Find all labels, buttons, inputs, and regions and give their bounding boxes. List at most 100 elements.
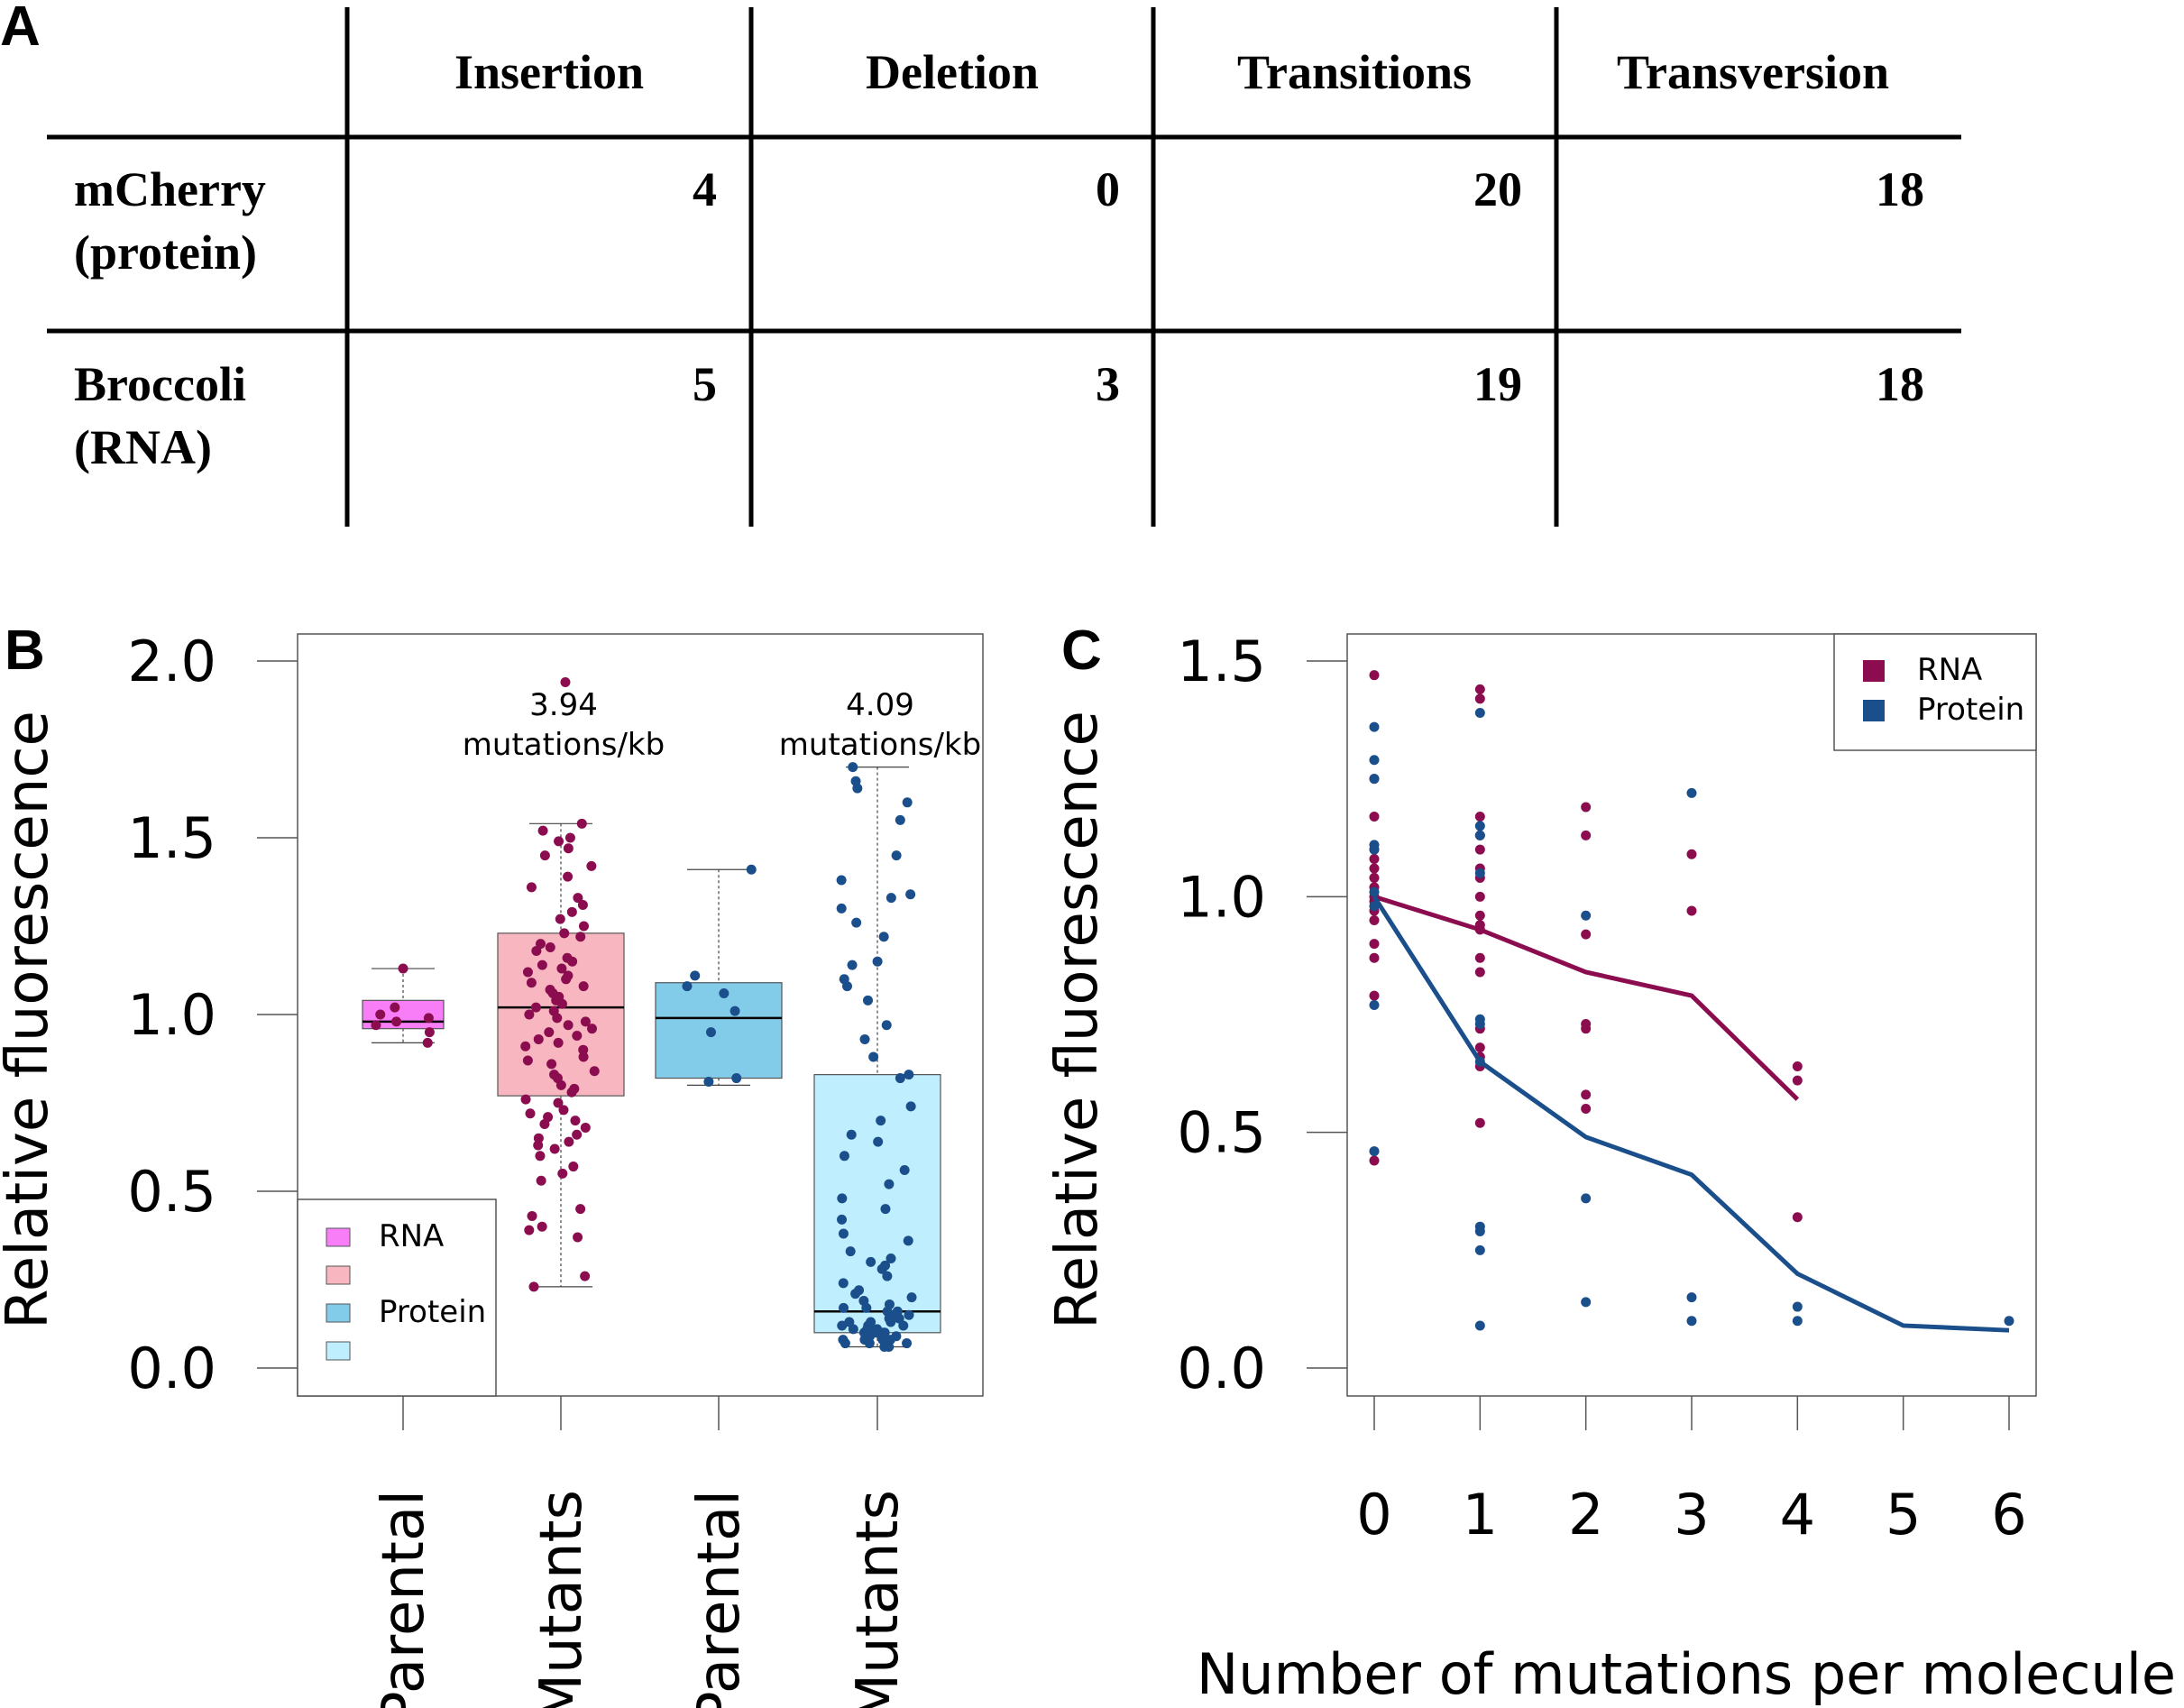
data-point bbox=[544, 1027, 555, 1038]
data-point bbox=[572, 1129, 583, 1140]
data-point bbox=[580, 1016, 591, 1027]
data-point bbox=[575, 932, 586, 942]
data-point bbox=[866, 1317, 876, 1327]
data-point bbox=[1369, 755, 1380, 766]
data-point bbox=[537, 1221, 547, 1232]
data-point bbox=[884, 1179, 895, 1189]
data-point bbox=[1369, 901, 1380, 912]
data-point bbox=[899, 1164, 910, 1175]
data-point bbox=[1369, 721, 1380, 732]
data-point bbox=[881, 1020, 892, 1031]
data-point bbox=[391, 1016, 402, 1027]
data-point bbox=[1474, 1042, 1485, 1053]
table-header-cell: Transitions bbox=[1237, 45, 1472, 99]
data-point bbox=[850, 776, 861, 786]
data-point bbox=[859, 1033, 870, 1044]
data-point bbox=[1792, 1061, 1803, 1071]
data-point bbox=[862, 995, 873, 1006]
data-point bbox=[549, 1070, 560, 1080]
table-cell: 18 bbox=[1876, 162, 1924, 216]
data-point bbox=[837, 1214, 848, 1225]
y-tick-label: 0.0 bbox=[127, 1336, 216, 1401]
table-row-label: (protein) bbox=[74, 225, 257, 280]
data-point bbox=[1792, 1316, 1803, 1327]
data-point bbox=[520, 1094, 531, 1105]
box-body bbox=[813, 1074, 941, 1334]
data-point bbox=[1369, 670, 1380, 681]
data-point bbox=[578, 981, 589, 992]
data-point bbox=[522, 967, 533, 978]
box-annotation: mutations/kb bbox=[779, 727, 981, 763]
data-point bbox=[535, 939, 546, 950]
data-point bbox=[902, 1338, 913, 1349]
legend-swatch bbox=[326, 1341, 351, 1361]
panel-c-x-axis-label: Number of mutations per molecule bbox=[1197, 1641, 2176, 1707]
data-point bbox=[1474, 1320, 1485, 1331]
data-point bbox=[1474, 1221, 1485, 1232]
panel-a-table: A Insertion Deletion Transitions Transversi… bbox=[0, 0, 1961, 527]
data-point bbox=[573, 1232, 583, 1243]
data-point bbox=[533, 1033, 544, 1044]
data-point bbox=[2004, 1316, 2014, 1327]
data-point bbox=[525, 1108, 536, 1119]
table-row-label: (RNA) bbox=[74, 420, 212, 474]
data-point bbox=[904, 1070, 914, 1080]
box-annotation: mutations/kb bbox=[463, 727, 665, 763]
data-point bbox=[905, 1101, 916, 1112]
data-point bbox=[1369, 774, 1380, 785]
data-point bbox=[537, 960, 547, 970]
data-point bbox=[719, 987, 730, 998]
data-point bbox=[858, 1296, 869, 1307]
data-point bbox=[563, 843, 574, 854]
x-tick-label: 1 bbox=[1463, 1482, 1498, 1547]
data-point bbox=[746, 864, 757, 875]
table-grid bbox=[47, 7, 1961, 527]
legend-label: RNA bbox=[1917, 652, 1982, 688]
y-tick-label: 1.0 bbox=[1177, 864, 1266, 930]
panel-c-legend: RNA Protein bbox=[1833, 633, 2037, 751]
data-point bbox=[573, 893, 583, 904]
data-point bbox=[839, 1151, 849, 1162]
data-point bbox=[872, 956, 883, 967]
series-rna bbox=[1369, 670, 1803, 1223]
data-point bbox=[572, 1031, 583, 1042]
data-point bbox=[1581, 1089, 1592, 1100]
data-point bbox=[891, 1331, 902, 1342]
data-point bbox=[1474, 821, 1485, 831]
data-point bbox=[836, 875, 847, 886]
data-point bbox=[906, 1292, 917, 1303]
data-point bbox=[1581, 1193, 1592, 1204]
data-point bbox=[564, 832, 575, 843]
data-point bbox=[562, 952, 573, 963]
table-header-cell: Deletion bbox=[866, 45, 1039, 99]
data-point bbox=[844, 1317, 855, 1327]
legend-label: Protein bbox=[1917, 692, 2024, 728]
data-point bbox=[1474, 1117, 1485, 1128]
data-point bbox=[705, 1027, 716, 1038]
data-point bbox=[549, 1143, 560, 1154]
y-tick-label: 2.0 bbox=[127, 629, 216, 694]
data-point bbox=[563, 1020, 574, 1031]
data-point bbox=[533, 1133, 544, 1143]
data-point bbox=[1369, 872, 1380, 883]
series-line bbox=[1373, 894, 1800, 1101]
y-tick-label: 1.5 bbox=[1177, 629, 1266, 694]
data-point bbox=[576, 818, 587, 829]
y-tick-label: 1.0 bbox=[127, 982, 216, 1048]
data-point bbox=[423, 1013, 434, 1024]
data-point bbox=[589, 1066, 600, 1077]
data-point bbox=[578, 1051, 589, 1062]
data-point bbox=[545, 985, 555, 996]
data-point bbox=[422, 1037, 433, 1048]
x-tick-label: Mutants bbox=[528, 1490, 595, 1708]
data-point bbox=[528, 1281, 539, 1292]
box-body bbox=[655, 982, 783, 1079]
data-point bbox=[1686, 849, 1697, 859]
box-3 bbox=[655, 864, 783, 1087]
data-point bbox=[895, 1073, 905, 1084]
data-point bbox=[690, 970, 701, 981]
box-annotation: 4.09 bbox=[846, 687, 914, 723]
box-body bbox=[497, 932, 625, 1097]
data-point bbox=[578, 1044, 589, 1055]
data-point bbox=[526, 882, 537, 893]
